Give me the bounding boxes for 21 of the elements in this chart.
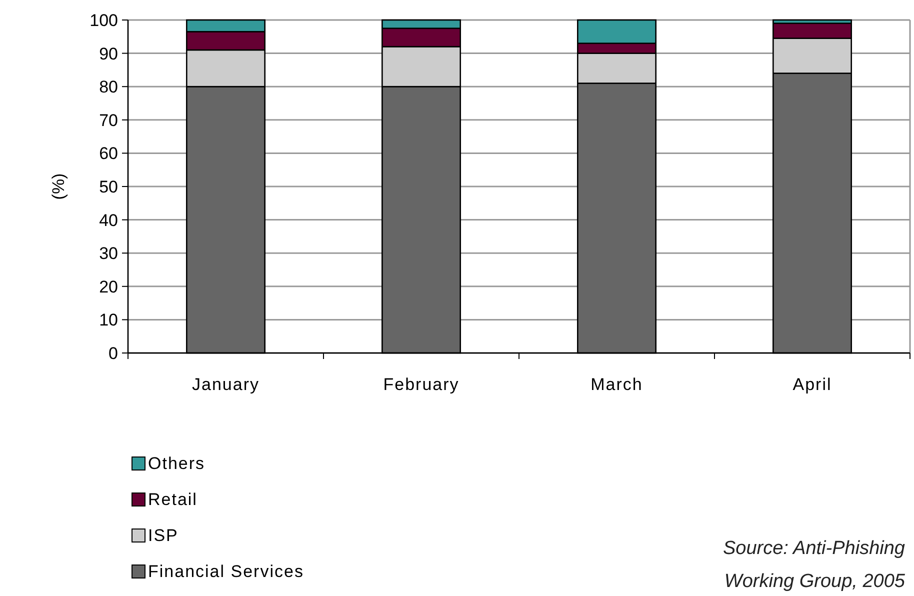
- legend-label: Financial Services: [148, 562, 304, 581]
- y-tick-label: 60: [99, 144, 118, 164]
- legend-label: Others: [148, 454, 206, 473]
- y-axis-title: (%): [49, 173, 68, 200]
- y-tick-label: 40: [99, 210, 118, 230]
- y-tick-label: 0: [108, 344, 118, 363]
- legend-label: Retail: [148, 490, 198, 509]
- y-tick-label: 10: [99, 310, 118, 330]
- x-tick-label: January: [192, 375, 260, 394]
- legend-label: ISP: [148, 526, 178, 545]
- source-note: Source: Anti-Phishing Working Group, 2005: [722, 538, 906, 592]
- y-tick-label: 80: [99, 78, 118, 97]
- x-tick-label: April: [792, 375, 832, 394]
- y-tick-label: 50: [99, 177, 118, 196]
- x-tick-label: February: [383, 375, 460, 394]
- y-tick-label: 70: [99, 110, 118, 130]
- y-tick-label: 100: [90, 10, 118, 30]
- y-tick-label: 20: [99, 277, 118, 296]
- y-tick-label: 90: [99, 44, 118, 64]
- x-tick-label: March: [590, 375, 643, 394]
- y-tick-label: 30: [99, 244, 118, 264]
